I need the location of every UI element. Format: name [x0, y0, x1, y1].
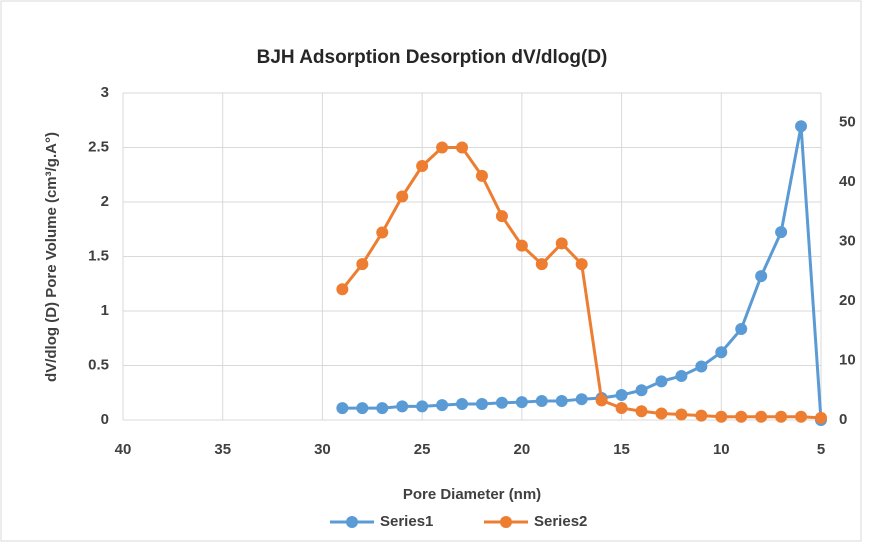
data-point: [515, 239, 528, 252]
data-point: [436, 399, 449, 412]
data-point: [436, 141, 449, 154]
data-point: [416, 160, 429, 173]
y-tick-label: 1.5: [88, 247, 109, 264]
data-point: [555, 237, 568, 250]
data-point: [396, 190, 409, 203]
data-point: [475, 169, 488, 182]
y-tick-label: 2.5: [88, 138, 109, 155]
data-point: [695, 409, 708, 422]
data-point: [495, 210, 508, 223]
data-point: [356, 258, 369, 271]
data-point: [735, 323, 748, 336]
x-tick-label: 15: [613, 441, 630, 458]
legend-marker: [346, 516, 358, 528]
legend-label: Series1: [380, 513, 433, 530]
data-point: [795, 120, 808, 133]
x-tick-label: 5: [817, 441, 825, 458]
data-point: [675, 370, 688, 383]
data-point: [575, 393, 588, 406]
data-point: [495, 396, 508, 409]
data-point: [755, 410, 768, 423]
x-tick-label: 25: [414, 441, 431, 458]
y2-tick-label: 40: [839, 173, 856, 190]
x-tick-label: 30: [314, 441, 331, 458]
data-point: [775, 226, 788, 239]
y-tick-label: 0: [101, 411, 109, 428]
data-point: [575, 258, 588, 271]
data-point: [615, 402, 628, 415]
y2-tick-label: 0: [839, 411, 847, 428]
data-point: [775, 410, 788, 423]
y2-tick-label: 10: [839, 352, 856, 369]
y-tick-label: 2: [101, 193, 109, 210]
data-point: [336, 283, 349, 296]
data-point: [715, 346, 728, 359]
legend-label: Series2: [534, 513, 587, 530]
data-point: [456, 141, 469, 154]
legend-marker: [500, 516, 512, 528]
data-point: [515, 396, 528, 409]
x-axis-title: Pore Diameter (nm): [403, 486, 541, 503]
data-point: [735, 410, 748, 423]
data-point: [595, 394, 608, 407]
x-tick-label: 10: [713, 441, 730, 458]
y-axis-title: dV/dlog (D) Pore Volume (cm³/g.A°): [43, 132, 60, 382]
data-point: [356, 402, 369, 415]
data-point: [675, 408, 688, 421]
y2-tick-label: 20: [839, 292, 856, 309]
y-tick-label: 3: [101, 84, 109, 101]
data-point: [416, 400, 429, 413]
data-point: [475, 397, 488, 410]
data-point: [555, 394, 568, 407]
data-point: [376, 402, 389, 415]
data-point: [695, 360, 708, 373]
data-point: [635, 405, 648, 418]
y-tick-label: 0.5: [88, 356, 109, 373]
data-point: [815, 411, 827, 424]
data-point: [336, 402, 349, 415]
data-point: [535, 394, 548, 407]
data-point: [715, 410, 728, 423]
x-tick-label: 35: [214, 441, 231, 458]
data-point: [376, 226, 389, 239]
y2-tick-label: 30: [839, 233, 856, 250]
data-point: [396, 400, 409, 413]
data-point: [755, 270, 768, 283]
data-point: [655, 407, 668, 420]
y2-tick-label: 50: [839, 114, 856, 131]
data-point: [456, 397, 469, 410]
chart-title: BJH Adsorption Desorption dV/dlog(D): [257, 47, 608, 68]
data-point: [615, 389, 628, 402]
data-point: [535, 258, 548, 271]
y-tick-label: 1: [101, 302, 109, 319]
data-point: [635, 384, 648, 397]
data-point: [795, 410, 808, 423]
x-tick-label: 20: [514, 441, 531, 458]
x-tick-label: 40: [115, 441, 132, 458]
data-point: [655, 375, 668, 388]
